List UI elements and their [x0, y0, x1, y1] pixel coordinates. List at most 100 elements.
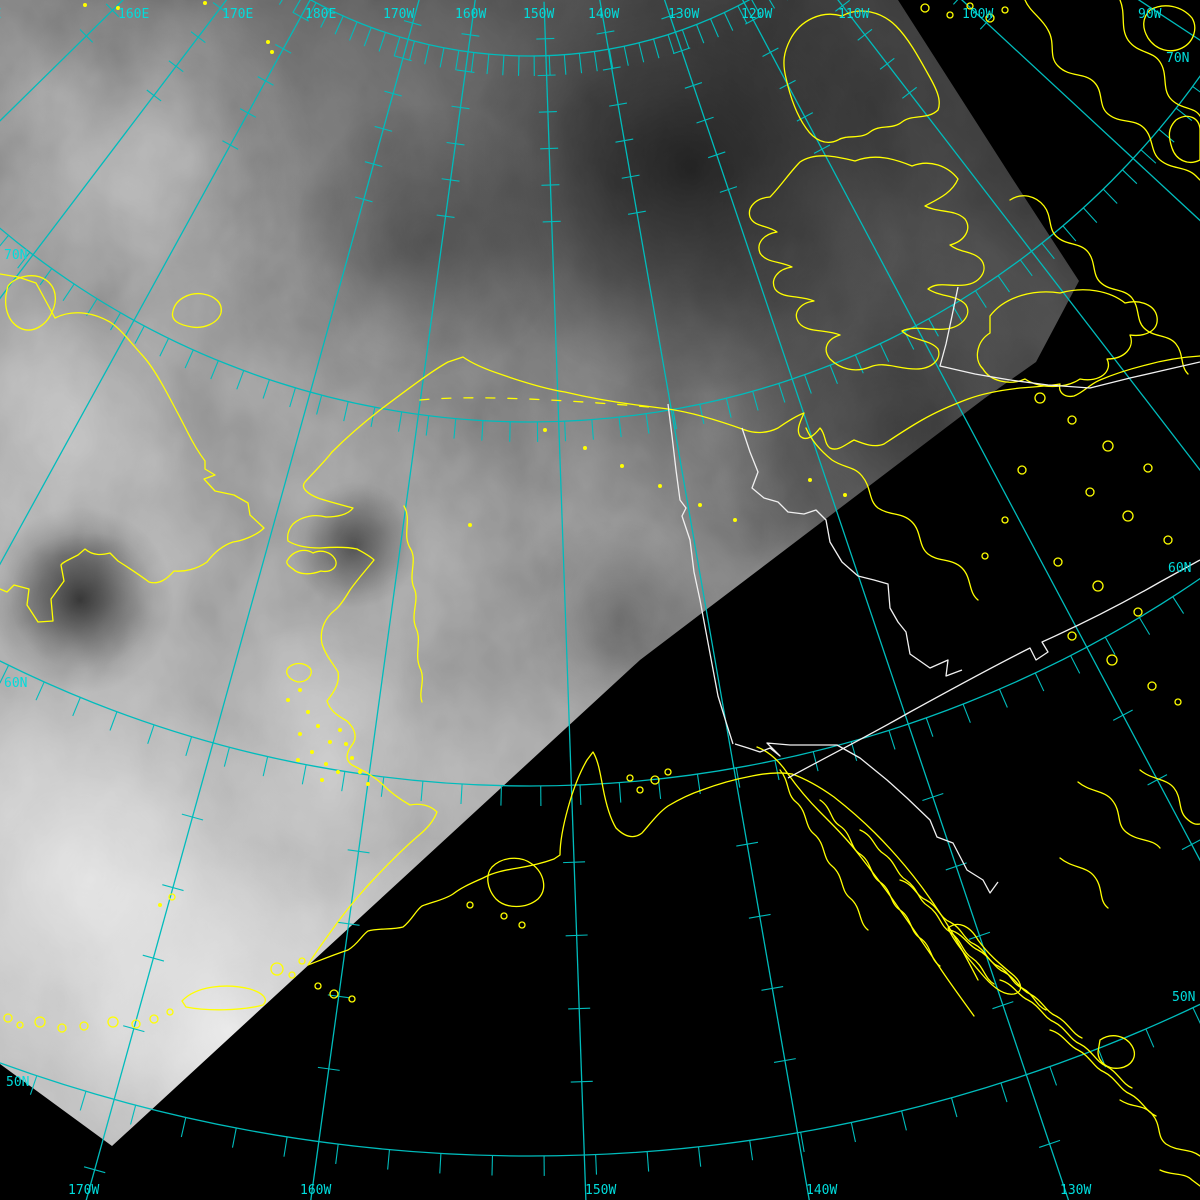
- grid-tick: [548, 55, 551, 76]
- island-or-lake-dot: [808, 478, 812, 482]
- island-or-lake-dot: [658, 484, 662, 488]
- grid-tick: [424, 44, 430, 65]
- grid-tick: [289, 387, 296, 408]
- island-or-lake-dot: [203, 1, 207, 5]
- grid-tick: [812, 751, 819, 772]
- coastline-path: [1168, 115, 1200, 163]
- grid-tick: [109, 711, 118, 731]
- island-or-lake-dot: [518, 921, 526, 929]
- island-or-lake-dot: [843, 493, 847, 497]
- top-label-150E: 150E: [0, 7, 1, 22]
- coastline-path: [419, 397, 661, 409]
- island-or-lake-dot: [650, 775, 660, 785]
- grid-tick: [436, 214, 455, 219]
- coastline-path: [819, 799, 941, 967]
- meridian-line-90W: [1137, 0, 1200, 41]
- grid-tick: [455, 50, 460, 71]
- grid-tick: [672, 409, 678, 430]
- political-border: [734, 742, 999, 894]
- island-or-lake-dot: [664, 768, 672, 776]
- left-label-70N: 70N: [4, 248, 27, 263]
- island-or-lake-dot: [466, 901, 474, 909]
- grid-tick: [337, 921, 360, 926]
- grid-tick: [86, 298, 98, 317]
- island-or-lake-dot: [1174, 698, 1182, 706]
- grid-tick: [998, 688, 1008, 708]
- grid-tick: [800, 1132, 805, 1153]
- coastline-path: [744, 355, 1200, 450]
- coastline-path: [999, 979, 1133, 1089]
- meridian-line-150E: [0, 0, 207, 1028]
- island-or-lake-dot: [1067, 631, 1077, 641]
- coastline-path: [805, 427, 979, 601]
- grid-tick: [536, 37, 555, 40]
- grid-tick: [696, 116, 714, 124]
- grid-tick: [735, 767, 741, 788]
- grid-tick: [446, 141, 465, 146]
- coastline-path: [403, 505, 423, 703]
- grid-tick: [618, 782, 622, 803]
- grid-tick: [1140, 149, 1157, 164]
- island-or-lake-dot: [636, 786, 644, 794]
- grid-tick: [1062, 225, 1077, 242]
- grid-tick: [292, 0, 301, 13]
- island-or-lake-dot: [314, 982, 322, 990]
- grid-tick: [370, 407, 376, 427]
- grid-tick: [408, 40, 415, 61]
- grid-tick: [236, 370, 245, 390]
- grid-tick: [343, 401, 349, 422]
- grid-tick: [1041, 242, 1055, 260]
- top-label-110W: 110W: [838, 7, 869, 22]
- grid-tick: [615, 138, 634, 143]
- coastline-path: [1119, 1099, 1200, 1157]
- bottom-label-170W: 170W: [68, 1183, 99, 1198]
- bottom-label-160W: 160W: [300, 1183, 331, 1198]
- latitude-arc-60N: [0, 577, 1200, 787]
- grid-tick: [231, 1127, 237, 1148]
- top-label-130W: 130W: [668, 7, 699, 22]
- political-border-layer: [667, 286, 1200, 894]
- island-or-lake-dot: [306, 710, 310, 714]
- political-border: [939, 286, 1200, 389]
- island-or-lake-dot: [620, 464, 624, 468]
- island-or-lake-dot: [320, 778, 324, 782]
- grid-tick: [1122, 169, 1138, 185]
- grid-tick: [320, 9, 331, 28]
- bottom-label-130W: 130W: [1060, 1183, 1091, 1198]
- grid-tick: [180, 1117, 187, 1138]
- grid-tick: [667, 34, 675, 54]
- coastline-path: [748, 155, 985, 371]
- political-border: [667, 403, 734, 745]
- grid-tick: [749, 1140, 754, 1161]
- meridian-line-160W: [310, 0, 476, 1200]
- island-or-lake-dot: [981, 552, 989, 560]
- grid-tick: [565, 934, 588, 937]
- grid-tick: [1082, 207, 1098, 223]
- grid-tick: [1000, 1082, 1008, 1103]
- island-or-lake-dot: [316, 724, 320, 728]
- coastline-path: [287, 451, 979, 981]
- island-or-lake-dot: [583, 446, 587, 450]
- coastline-path: [5, 275, 57, 331]
- grid-tick: [928, 318, 939, 337]
- island-or-lake-dot: [131, 1019, 141, 1029]
- island-or-lake-dot: [107, 1016, 119, 1028]
- grid-tick: [335, 1144, 339, 1165]
- grid-tick: [162, 884, 184, 892]
- grid-tick: [223, 747, 230, 767]
- grid-tick: [327, 994, 350, 999]
- grid-tick: [879, 343, 890, 362]
- grid-tick: [595, 1154, 598, 1175]
- grid-tick: [672, 47, 691, 55]
- meridian-line-130W: [663, 0, 1070, 1200]
- grid-tick: [902, 86, 917, 99]
- island-or-lake-dot: [1053, 557, 1063, 567]
- top-label-120W: 120W: [741, 7, 772, 22]
- island-or-lake-dot: [149, 1014, 159, 1024]
- coastline-path: [487, 857, 545, 908]
- island-or-lake-dot: [733, 518, 737, 522]
- grid-tick: [945, 862, 967, 871]
- island-or-lake-dot: [83, 3, 87, 7]
